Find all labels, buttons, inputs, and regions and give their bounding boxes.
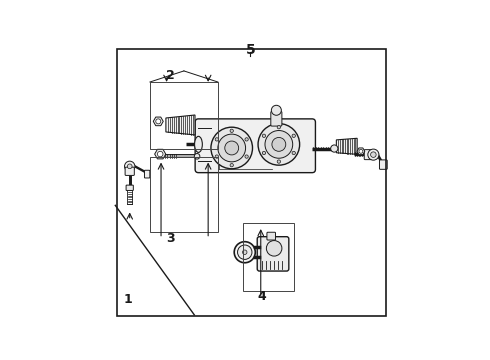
Circle shape: [215, 155, 219, 158]
Circle shape: [127, 164, 132, 169]
Circle shape: [265, 131, 293, 158]
Circle shape: [262, 134, 266, 138]
Circle shape: [262, 151, 266, 155]
Circle shape: [124, 161, 135, 171]
Polygon shape: [166, 115, 195, 135]
Circle shape: [215, 138, 219, 141]
FancyBboxPatch shape: [364, 150, 372, 159]
Circle shape: [156, 119, 161, 124]
Circle shape: [292, 134, 295, 138]
Circle shape: [195, 153, 200, 159]
Circle shape: [271, 105, 281, 115]
Circle shape: [230, 163, 233, 167]
Circle shape: [359, 149, 363, 153]
FancyBboxPatch shape: [195, 119, 316, 173]
Circle shape: [368, 149, 379, 160]
Bar: [150, 82, 218, 149]
Circle shape: [225, 141, 239, 155]
Polygon shape: [155, 149, 166, 159]
Circle shape: [238, 245, 252, 260]
Circle shape: [243, 250, 247, 255]
FancyBboxPatch shape: [379, 160, 387, 169]
Circle shape: [230, 129, 233, 132]
Polygon shape: [357, 148, 365, 155]
Circle shape: [277, 160, 280, 163]
Text: 4: 4: [258, 290, 267, 303]
Circle shape: [331, 145, 338, 152]
Text: 3: 3: [167, 232, 175, 245]
Circle shape: [245, 138, 248, 141]
Circle shape: [267, 240, 282, 256]
Circle shape: [157, 151, 163, 157]
Bar: [150, 157, 218, 232]
Ellipse shape: [195, 136, 202, 152]
Circle shape: [211, 127, 252, 169]
Polygon shape: [336, 138, 357, 154]
Text: 2: 2: [167, 68, 175, 82]
Circle shape: [292, 151, 295, 155]
Circle shape: [218, 134, 245, 162]
Circle shape: [370, 152, 376, 157]
Circle shape: [272, 138, 286, 151]
FancyBboxPatch shape: [267, 232, 275, 240]
FancyBboxPatch shape: [125, 167, 134, 175]
FancyBboxPatch shape: [145, 170, 150, 178]
Circle shape: [277, 126, 280, 129]
FancyBboxPatch shape: [126, 185, 133, 190]
Circle shape: [245, 155, 248, 158]
Circle shape: [234, 242, 255, 263]
Bar: [243, 223, 294, 291]
Polygon shape: [153, 117, 163, 126]
Circle shape: [258, 123, 300, 165]
FancyBboxPatch shape: [271, 111, 282, 126]
FancyBboxPatch shape: [257, 237, 289, 271]
Text: 5: 5: [245, 43, 255, 57]
Text: 1: 1: [123, 293, 132, 306]
